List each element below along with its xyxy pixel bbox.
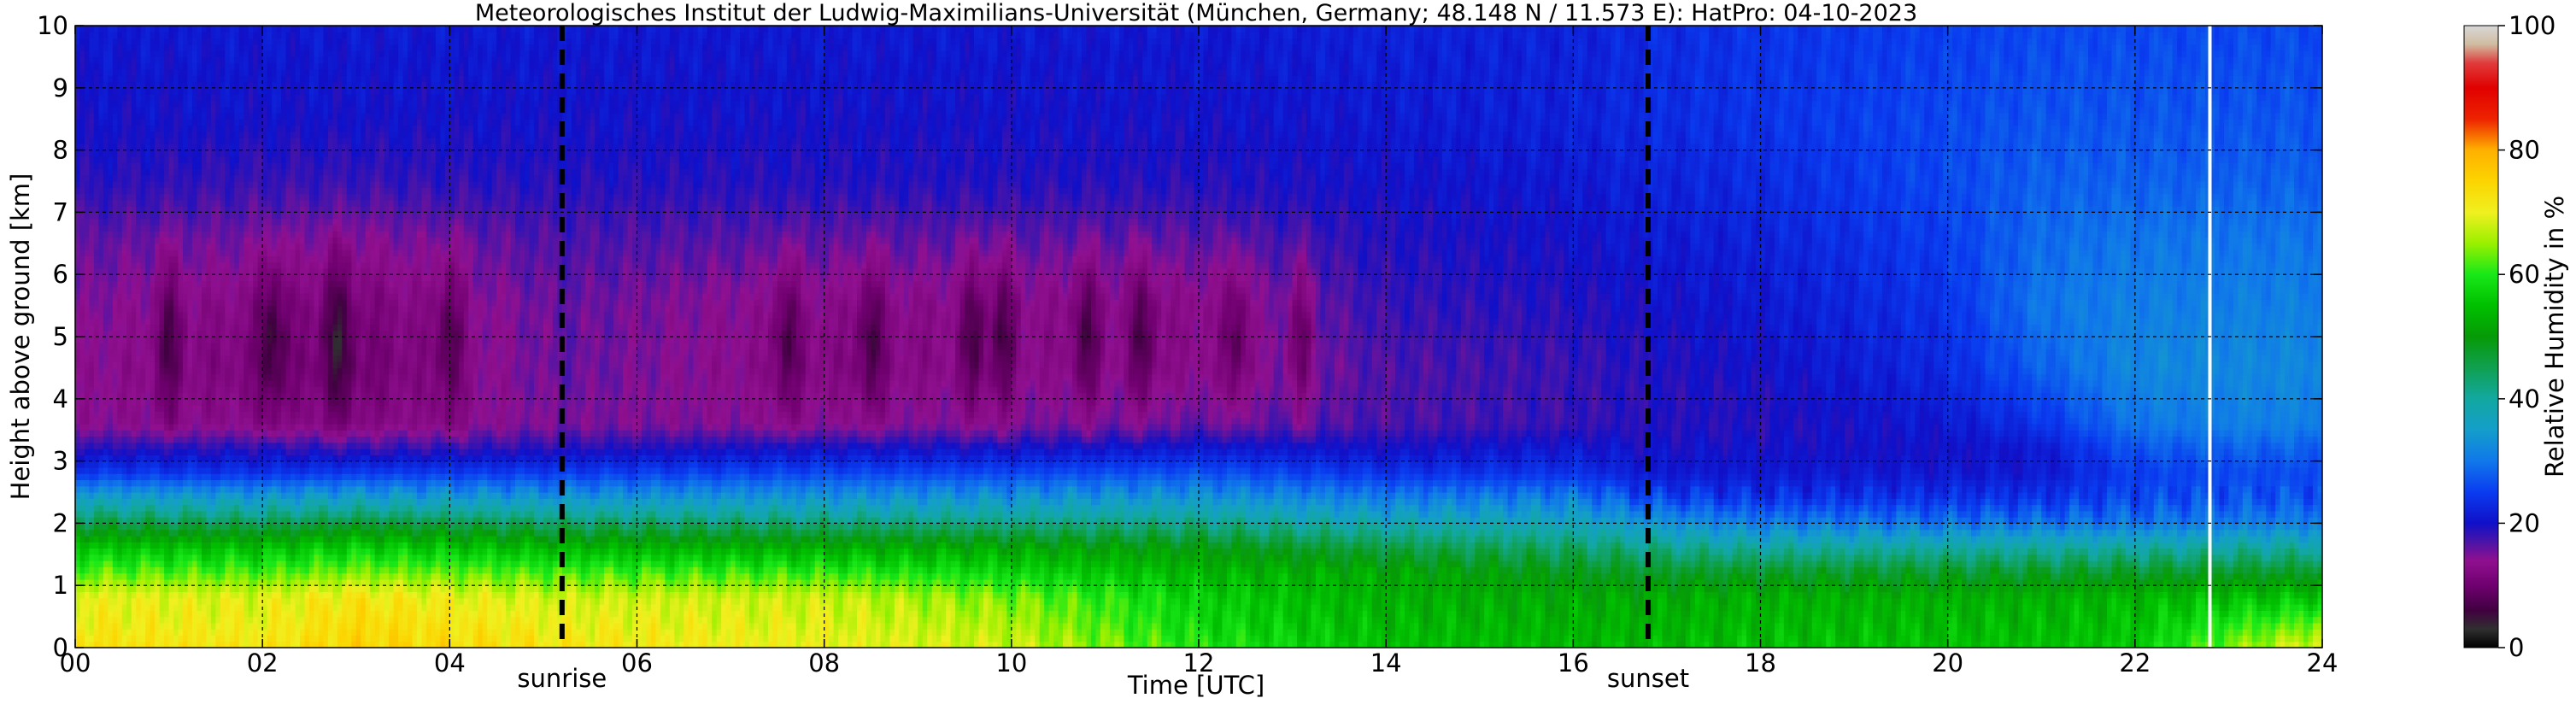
colorbar-gradient (2464, 26, 2498, 648)
x-tick-label: 02 (247, 648, 279, 678)
y-tick-label: 7 (53, 197, 68, 226)
colorbar: 0 20 40 60 80 100 Relative Humidity in % (2464, 11, 2569, 662)
colorbar-tick-label: 40 (2509, 384, 2540, 414)
sunset-label: sunset (1607, 664, 1689, 693)
colorbar-label: Relative Humidity in % (2540, 196, 2569, 478)
y-tick-label: 1 (53, 571, 68, 600)
y-tick-label: 5 (53, 322, 68, 351)
colorbar-tick-label: 80 (2509, 136, 2540, 165)
x-tick-label: 18 (1745, 648, 1776, 678)
x-tick-label: 22 (2119, 648, 2151, 678)
y-tick-label: 8 (53, 136, 68, 165)
y-tick-label: 6 (53, 260, 68, 289)
y-axis-label: Height above ground [km] (6, 173, 35, 501)
x-tick-label: 10 (995, 648, 1027, 678)
x-tick-label: 04 (434, 648, 466, 678)
x-tick-label: 08 (808, 648, 840, 678)
y-tick-label: 3 (53, 447, 68, 476)
colorbar-tick-label: 0 (2509, 633, 2524, 662)
colorbar-tick-label: 100 (2509, 11, 2555, 40)
x-tick-label: 24 (2307, 648, 2338, 678)
x-tick-label: 16 (1558, 648, 1589, 678)
x-tick-label: 20 (1932, 648, 1963, 678)
colorbar-tick-label: 20 (2509, 508, 2540, 537)
sunrise-label: sunrise (517, 664, 607, 693)
y-tick-label: 0 (53, 633, 68, 662)
x-axis-label: Time [UTC] (1127, 671, 1265, 700)
x-tick-label: 06 (621, 648, 653, 678)
x-tick-label: 14 (1370, 648, 1402, 678)
y-tick-label: 4 (53, 384, 68, 414)
y-tick-label: 10 (37, 11, 68, 40)
y-tick-label: 2 (53, 508, 68, 537)
y-tick-label: 9 (53, 73, 68, 103)
chart-title: Meteorologisches Institut der Ludwig-Max… (475, 0, 1917, 26)
colorbar-tick-label: 60 (2509, 260, 2540, 289)
